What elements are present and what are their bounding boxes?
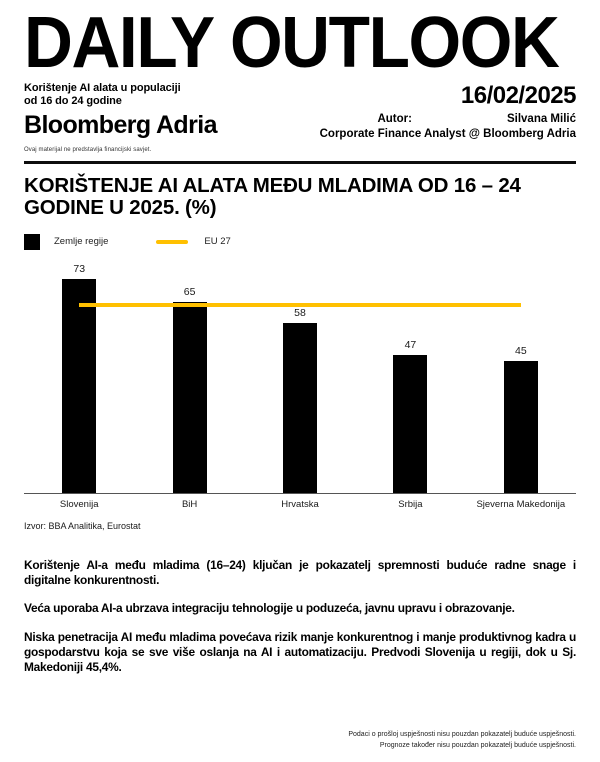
author-role: Corporate Finance Analyst @ Bloomberg Ad… xyxy=(319,127,576,140)
bar-sjeverna-makedonija xyxy=(503,360,538,493)
bar-cell: 45 xyxy=(466,258,576,493)
meta-row: Korištenje AI alata u populaciji od 16 d… xyxy=(24,82,577,109)
x-axis-label: Hrvatska xyxy=(281,498,319,510)
author-label: Autor: xyxy=(377,113,412,126)
brand-logo: Bloomberg Adria xyxy=(24,111,217,140)
masthead-title: DAILY OUTLOOK xyxy=(24,2,560,83)
edition-subtitle: Korištenje AI alata u populaciji od 16 d… xyxy=(24,82,181,108)
footer-disclaimer-line2: Prognoze također nisu pouzdan pokazatelj… xyxy=(379,742,576,750)
bar-cell: 47 xyxy=(355,258,465,493)
body-paragraph-3: Niska penetracija AI među mladima poveća… xyxy=(24,629,576,675)
footer-disclaimer: Podaci o prošloj uspješnosti nisu pouzda… xyxy=(348,730,576,752)
legend-region-label: Zemlje regije xyxy=(54,236,109,248)
author-line: Autor: Silvana Milić xyxy=(320,112,576,126)
bar-value-label: 45 xyxy=(514,344,527,357)
x-axis-label: Sjeverna Makedonija xyxy=(476,498,566,510)
issue-date: 16/02/2025 xyxy=(460,82,577,109)
legend-eu-label: EU 27 xyxy=(204,236,231,248)
bar-cell: 65 xyxy=(134,258,244,493)
edition-subtitle-line2: od 16 do 24 godine xyxy=(24,95,122,108)
legend-region-swatch-icon xyxy=(24,233,40,250)
edition-subtitle-line1: Korištenje AI alata u populaciji xyxy=(24,82,181,94)
author-block: Autor: Silvana Milić Corporate Finance A… xyxy=(320,112,576,141)
material-disclaimer: Ovaj materijal ne predstavlja financijsk… xyxy=(24,147,152,154)
chart-bars: 73 65 58 47 45 xyxy=(24,258,576,493)
chart-plot: 73 65 58 47 45 xyxy=(24,258,576,494)
body-copy: Korištenje AI-a među mladima (16–24) klj… xyxy=(24,558,576,675)
bar-cell: 58 xyxy=(245,258,355,493)
author-name: Silvana Milić xyxy=(506,113,576,126)
chart-legend: Zemlje regije EU 27 xyxy=(24,233,576,250)
x-axis-label: BiH xyxy=(181,498,198,510)
bar-value-label: 65 xyxy=(183,285,196,298)
x-axis-label: Srbija xyxy=(398,498,423,510)
chart-title: Korištenje AI alata među mladima od 16 –… xyxy=(24,174,521,220)
footer-disclaimer-line1: Podaci o prošloj uspješnosti nisu pouzda… xyxy=(348,731,576,739)
bar-slovenija xyxy=(62,278,97,493)
bar-srbija xyxy=(393,354,428,493)
bar-value-label: 47 xyxy=(404,338,417,351)
header-divider xyxy=(24,161,576,165)
chart-source: Izvor: BBA Analitika, Eurostat xyxy=(24,520,141,531)
legend-eu-line-icon xyxy=(156,240,189,244)
bar-value-label: 58 xyxy=(294,306,306,319)
bar-value-label: 73 xyxy=(73,262,86,275)
bar-bih xyxy=(172,301,207,493)
brand-row: Bloomberg Adria Autor: Silvana Milić Cor… xyxy=(24,112,576,141)
x-axis-label: Slovenija xyxy=(59,498,99,510)
eu-reference-line xyxy=(79,302,521,307)
body-paragraph-1: Korištenje AI-a među mladima (16–24) klj… xyxy=(24,557,576,588)
bar-cell: 73 xyxy=(24,258,134,493)
bar-hrvatska xyxy=(283,322,318,493)
body-paragraph-2: Veća uporaba AI-a ubrzava integraciju te… xyxy=(24,601,515,616)
chart-xlabels: Slovenija BiH Hrvatska Srbija Sjeverna Maked… xyxy=(24,494,576,510)
